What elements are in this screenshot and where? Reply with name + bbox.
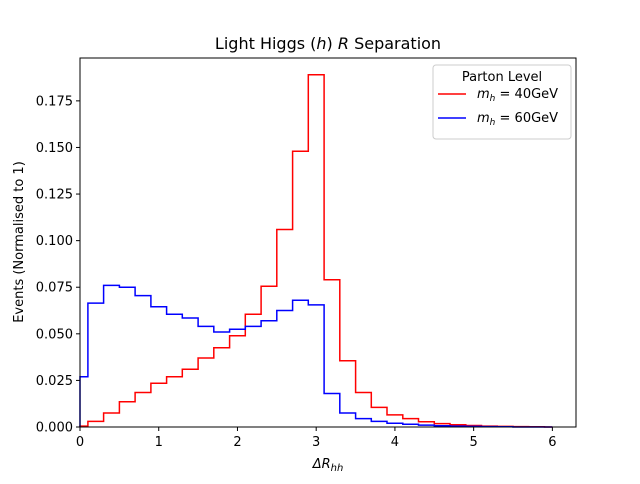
y-tick-label: 0.125 <box>36 188 73 203</box>
series-line-1 <box>79 284 553 428</box>
x-tick-label: 0 <box>76 435 84 450</box>
y-tick-label: 0.175 <box>36 94 73 109</box>
y-tick-label: 0.000 <box>36 421 73 436</box>
legend-label-0: mh = 40GeV <box>477 87 558 104</box>
x-tick-label: 2 <box>233 435 241 450</box>
y-tick-label: 0.100 <box>36 234 73 249</box>
legend-box <box>432 64 572 140</box>
x-axis-label: ΔRhh <box>312 457 344 474</box>
x-axis: 0 1 2 3 4 5 6 <box>76 427 557 450</box>
y-tick-label: 0.025 <box>36 374 73 389</box>
x-tick-label: 6 <box>548 435 556 450</box>
y-tick-label: 0.150 <box>36 141 73 156</box>
chart-title: Light Higgs (h) R Separation <box>215 34 441 53</box>
series-layer <box>79 74 553 428</box>
x-tick-label: 4 <box>391 435 399 450</box>
legend-title: Parton Level <box>462 70 542 85</box>
plot-frame <box>79 57 577 428</box>
y-axis: 0.000 0.025 0.050 0.075 0.100 0.125 0.150 0.175 <box>36 94 80 436</box>
y-axis-label: Events (Normalised to 1) <box>12 161 27 323</box>
legend: Parton Level mh = 40GeV mh = 60GeV <box>432 64 572 140</box>
x-tick-label: 1 <box>155 435 163 450</box>
series-line-0 <box>79 74 553 428</box>
y-tick-label: 0.075 <box>36 281 73 296</box>
x-tick-label: 5 <box>470 435 478 450</box>
x-tick-label: 3 <box>312 435 320 450</box>
legend-label-1: mh = 60GeV <box>477 111 558 128</box>
y-tick-label: 0.050 <box>36 327 73 342</box>
legend-entries: mh = 40GeV mh = 60GeV <box>438 87 558 128</box>
